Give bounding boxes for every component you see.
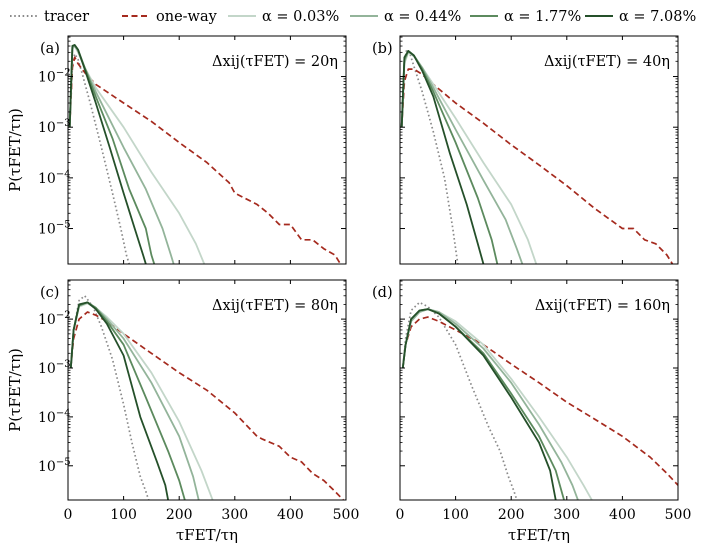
legend-entry: α = 0.03% [228,9,339,25]
x-axis-label: τFET/τη [176,526,238,544]
panel-letter: (d) [372,285,393,301]
x-tick-label: 100 [442,507,469,523]
x-tick-label: 200 [498,507,525,523]
x-tick-label: 300 [221,507,248,523]
x-tick-label: 500 [665,507,692,523]
panel-2: 0 100 200 300 400 500 10−2 10−3 10−4 10−5 (c) Δxij(… [6,279,360,544]
legend-label: tracer [44,9,89,25]
series-line [400,50,485,264]
series-line [69,301,200,500]
x-tick-label: 0 [64,507,73,523]
legend: tracer one-way α = 0.03% α = 0.44% α = 1.77%… [10,9,696,25]
legend-label: α = 0.03% [262,9,339,25]
legend-entry: α = 1.77% [470,9,581,25]
series-line [400,68,674,264]
panel-letter: (c) [40,285,59,301]
panel-0: 10−2 10−3 10−4 10−5 (a) Δxij(τFET) = 20η P(τFE… [6,35,347,265]
legend-entry: tracer [10,9,89,25]
panel-annotation: Δxij(τFET) = 80η [212,298,338,314]
plot-frame [67,35,347,265]
series-line [68,56,342,264]
y-axis-label: P(τFET/τη) [6,348,24,432]
plot-frame [399,279,679,501]
panels: 10−2 10−3 10−4 10−5 (a) Δxij(τFET) = 20η P(τFE… [6,35,692,544]
legend-entry: α = 0.44% [350,9,461,25]
plot-frame [67,279,347,501]
panel-annotation: Δxij(τFET) = 160η [535,298,670,314]
panel-1: (b) Δxij(τFET) = 40η [372,35,679,265]
series-line [401,316,678,486]
series-line [401,308,565,500]
y-tick-label: 10−4 [38,169,71,187]
legend-label: α = 1.77% [504,9,581,25]
y-tick-label: 10−5 [38,457,71,475]
series-line [400,48,459,264]
y-tick-label: 10−5 [38,220,71,238]
y-tick-label: 10−2 [38,310,71,328]
panel-annotation: Δxij(τFET) = 40η [544,54,670,70]
series-line [401,308,557,500]
x-axis-label: τFET/τη [508,526,570,544]
series-line [68,53,131,264]
series-line [400,51,538,264]
series-group [68,44,342,264]
x-tick-label: 400 [277,507,304,523]
y-tick-label: 10−3 [38,118,71,136]
y-tick-label: 10−2 [38,68,71,86]
series-line [68,45,175,264]
x-tick-label: 500 [333,507,360,523]
series-line [401,308,579,500]
panel-letter: (b) [372,41,393,57]
legend-label: one-way [156,9,218,25]
legend-entry: one-way [122,9,218,25]
plot-frame [399,35,679,265]
series-line [68,44,147,264]
series-group [400,48,674,264]
legend-label: α = 0.44% [384,9,461,25]
series-group [69,294,344,500]
y-tick-label: 10−4 [38,408,71,426]
series-line [401,308,593,500]
legend-entry: α = 7.08% [585,9,696,25]
x-tick-label: 100 [110,507,137,523]
series-line [69,301,169,500]
y-tick-label: 10−3 [38,359,71,377]
x-tick-label: 200 [166,507,193,523]
y-axis-label: P(τFET/τη) [6,108,24,192]
panel-3: 0 100 200 300 400 500 (d) Δxij(τFET) = 160η τFET… [372,279,692,544]
x-tick-label: 0 [396,507,405,523]
x-tick-label: 400 [609,507,636,523]
series-line [401,301,518,500]
x-tick-label: 300 [553,507,580,523]
panel-letter: (a) [40,41,60,57]
series-line [69,311,344,500]
series-line [400,50,499,264]
series-group [401,301,678,500]
panel-annotation: Δxij(τFET) = 20η [212,54,338,70]
legend-label: α = 7.08% [619,9,696,25]
